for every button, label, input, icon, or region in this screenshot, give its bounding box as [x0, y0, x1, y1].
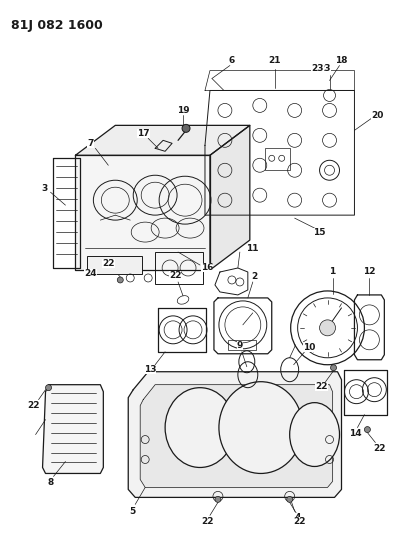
- Polygon shape: [128, 372, 341, 497]
- Text: 19: 19: [177, 106, 189, 115]
- Text: 9: 9: [237, 341, 243, 350]
- Ellipse shape: [165, 387, 235, 467]
- Text: 22: 22: [27, 401, 40, 410]
- Text: 22: 22: [202, 517, 214, 526]
- Circle shape: [215, 496, 221, 503]
- Text: 18: 18: [335, 56, 348, 65]
- Text: 1: 1: [329, 268, 336, 277]
- Text: 23: 23: [318, 64, 331, 73]
- Text: 13: 13: [144, 365, 156, 374]
- Circle shape: [320, 320, 335, 336]
- Text: 81J 082 1600: 81J 082 1600: [11, 19, 103, 31]
- Text: 12: 12: [363, 268, 376, 277]
- Bar: [265, 148, 290, 170]
- Polygon shape: [75, 155, 210, 270]
- Bar: [88, 256, 142, 274]
- Polygon shape: [140, 385, 333, 487]
- Text: 3: 3: [42, 184, 48, 193]
- Text: 22: 22: [293, 517, 306, 526]
- Circle shape: [117, 277, 123, 283]
- Text: 16: 16: [201, 263, 213, 272]
- Text: 11: 11: [246, 244, 258, 253]
- Text: 5: 5: [129, 507, 135, 516]
- Circle shape: [182, 124, 190, 132]
- Text: 20: 20: [371, 111, 384, 120]
- Text: 22: 22: [169, 271, 181, 280]
- Circle shape: [364, 426, 370, 433]
- Circle shape: [46, 385, 51, 391]
- Text: 24: 24: [84, 270, 97, 278]
- Text: 15: 15: [313, 228, 326, 237]
- Polygon shape: [210, 125, 250, 270]
- Text: 21: 21: [268, 56, 281, 65]
- Polygon shape: [42, 385, 103, 473]
- Text: 6: 6: [229, 56, 235, 65]
- Bar: [155, 252, 203, 284]
- Text: 7: 7: [87, 139, 93, 148]
- Ellipse shape: [219, 382, 303, 473]
- Polygon shape: [75, 125, 250, 155]
- Text: 4: 4: [295, 513, 301, 522]
- Text: 2: 2: [252, 272, 258, 281]
- Ellipse shape: [290, 402, 339, 466]
- Text: 10: 10: [303, 343, 316, 352]
- Text: 14: 14: [349, 429, 362, 438]
- Text: 23: 23: [311, 64, 324, 73]
- Circle shape: [331, 365, 337, 371]
- Text: 22: 22: [373, 444, 386, 453]
- Bar: [228, 340, 256, 350]
- Text: 22: 22: [102, 259, 114, 268]
- Text: 22: 22: [315, 382, 328, 391]
- Text: 8: 8: [48, 478, 53, 487]
- Text: 17: 17: [137, 129, 150, 138]
- Circle shape: [287, 496, 293, 503]
